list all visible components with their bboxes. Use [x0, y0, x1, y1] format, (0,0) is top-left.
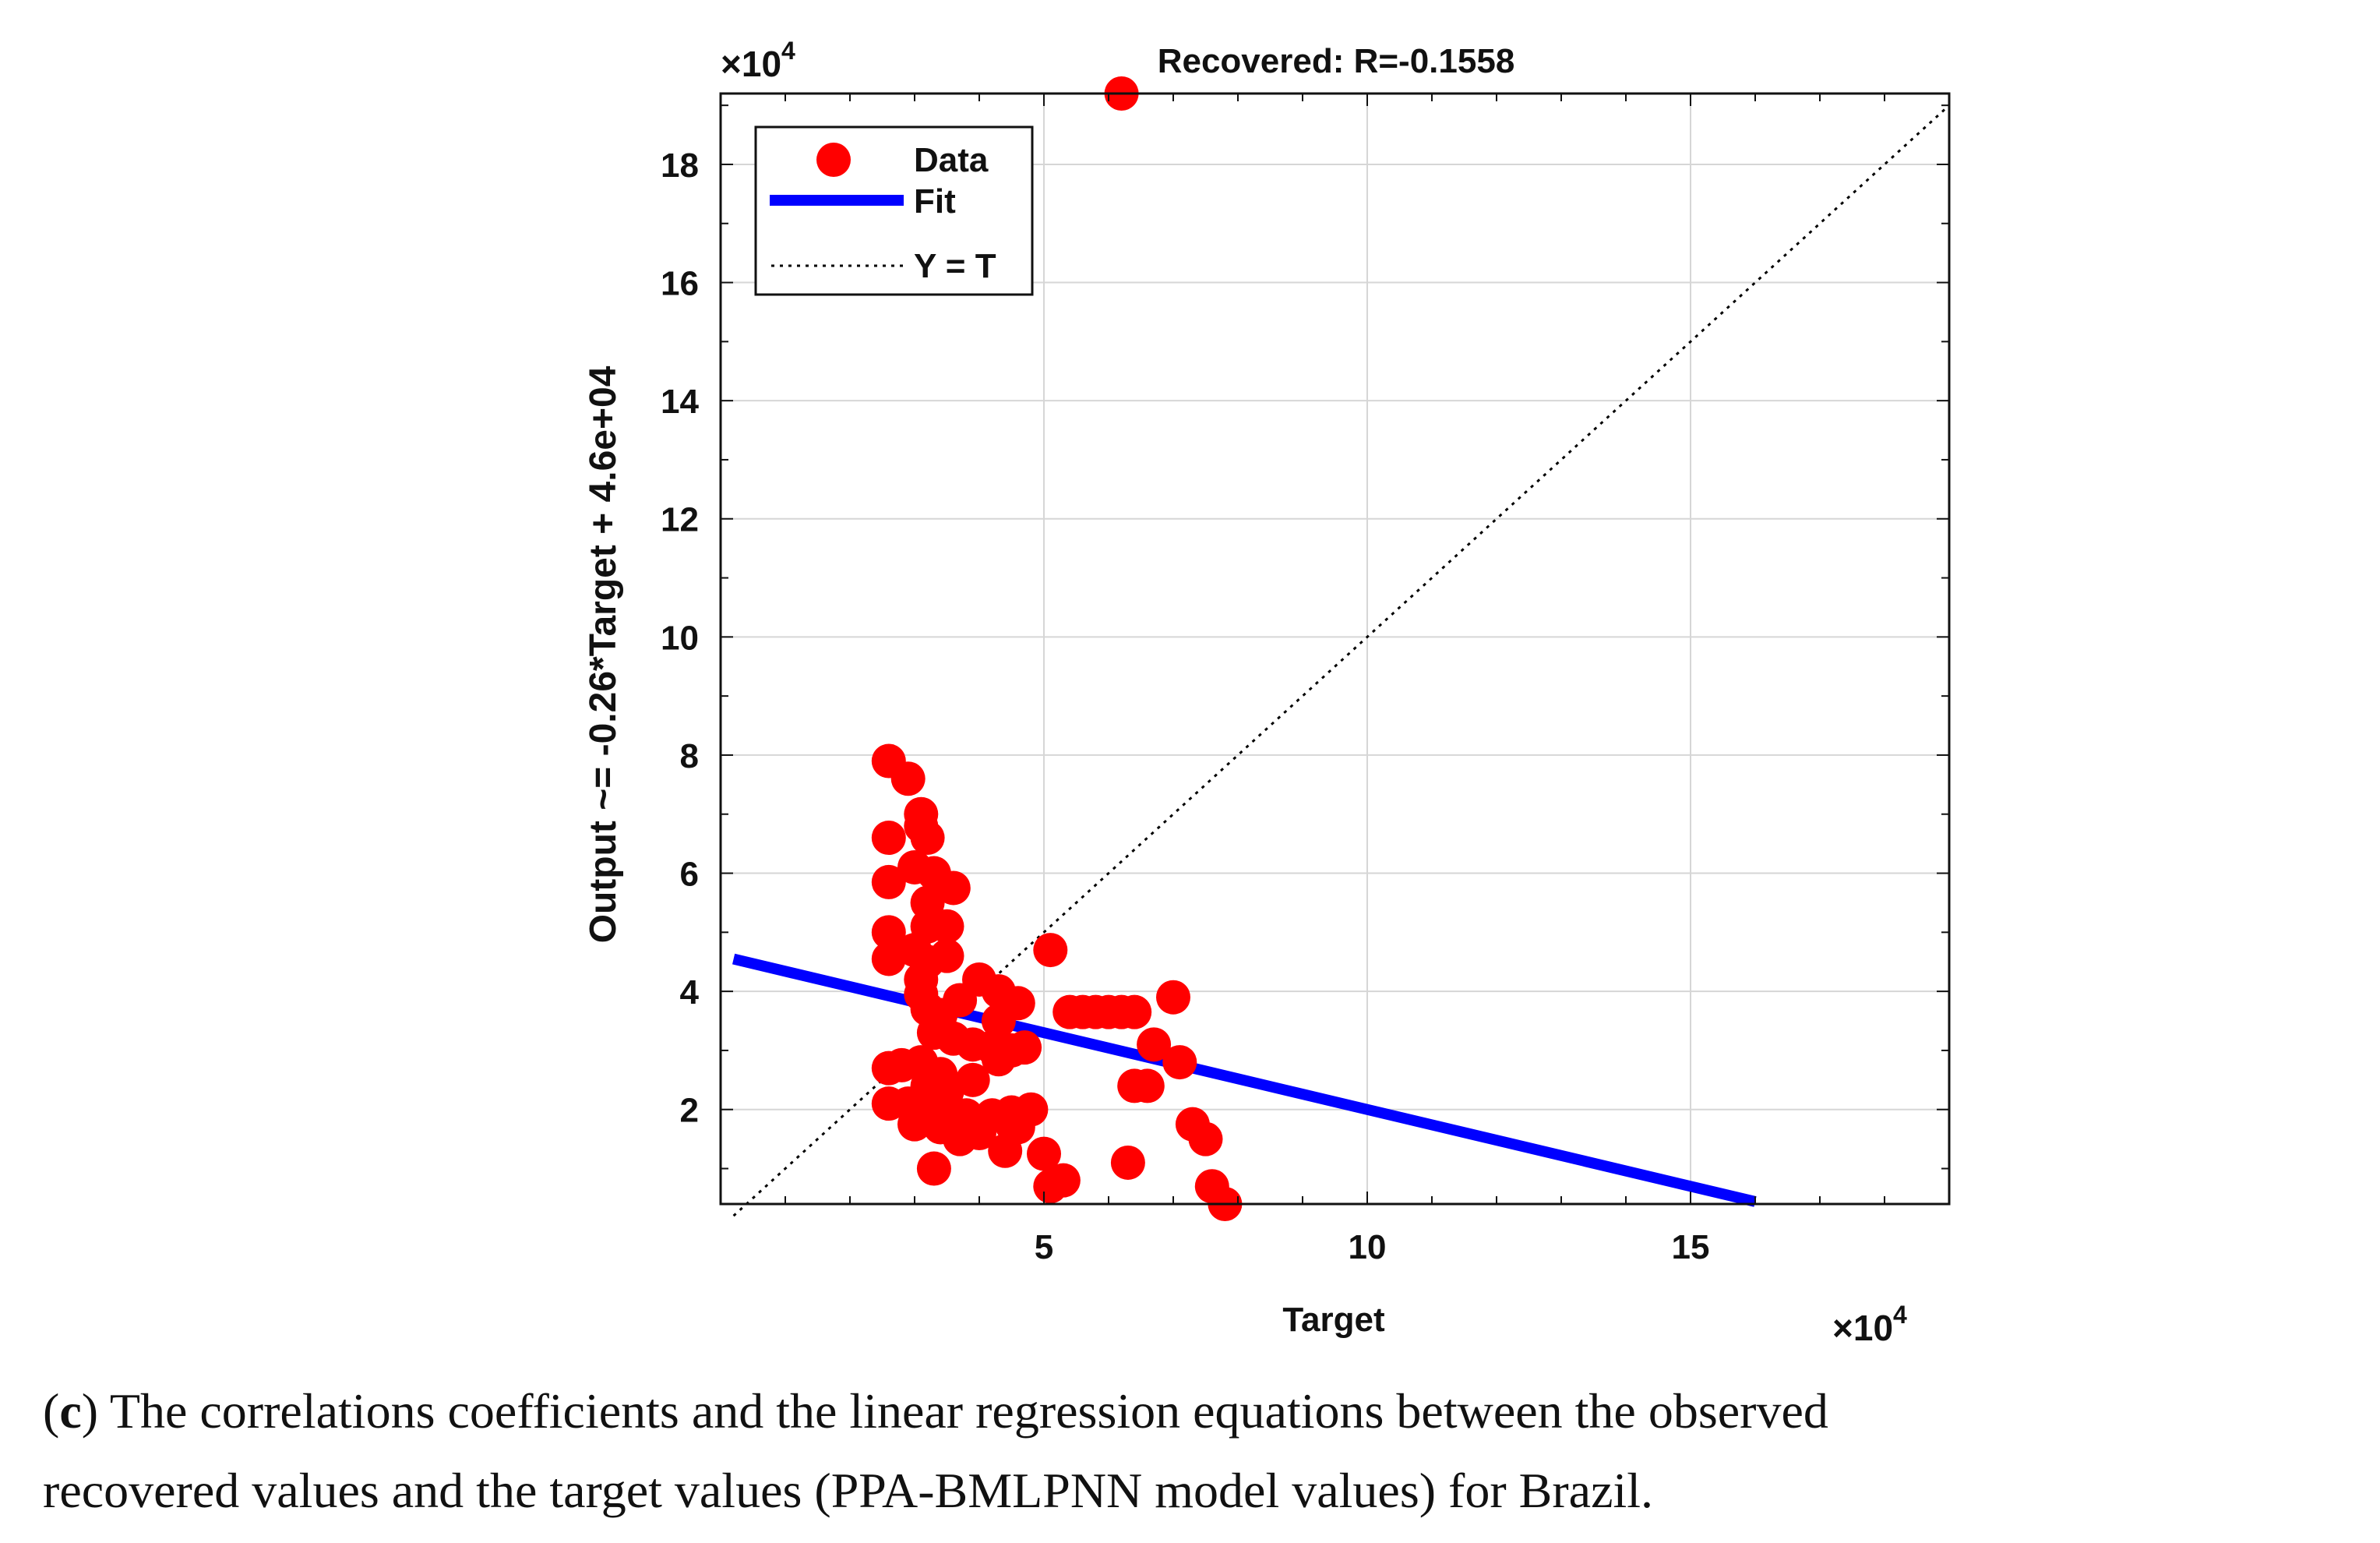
caption-label: c	[59, 1383, 82, 1439]
data-point	[1007, 1030, 1042, 1065]
data-point	[871, 941, 906, 976]
data-point	[1188, 1121, 1223, 1156]
caption-line-2: recovered values and the target values (…	[43, 1463, 1654, 1518]
data-point	[1000, 1110, 1035, 1145]
data-point	[871, 915, 906, 950]
legend-data-marker	[816, 143, 851, 177]
data-point	[910, 885, 945, 920]
data-point	[871, 864, 906, 899]
figure-caption: (c) The correlations coefficients and th…	[43, 1372, 2364, 1531]
y-tick-label: 14	[661, 383, 699, 421]
plot-frame	[719, 92, 1951, 1206]
caption-text-1: The correlations coefficients and the li…	[98, 1383, 1828, 1439]
data-point	[1156, 980, 1190, 1015]
y-multiplier-label: ×104	[721, 37, 795, 84]
y-tick-label: 6	[680, 856, 699, 894]
data-point	[1117, 994, 1152, 1029]
data-point	[916, 1151, 951, 1186]
fit-line	[732, 953, 1757, 1207]
data-point	[981, 1042, 1016, 1077]
data-point	[871, 821, 906, 856]
data-point	[1110, 1145, 1145, 1180]
y-tick-label: 4	[680, 973, 700, 1012]
caption-paren-close: )	[81, 1383, 99, 1439]
x-multiplier-exponent: 4	[1893, 1301, 1907, 1329]
data-point	[1137, 1027, 1172, 1062]
axes: 5 10 15 2 4 6 8 10 12 14 16 18	[661, 92, 1951, 1266]
y-tick-label: 10	[661, 619, 699, 657]
data-point	[1033, 933, 1068, 968]
y-tick-label: 12	[661, 501, 699, 539]
y-axis-label: Output ~= -0.26*Target + 4.6e+04	[583, 365, 624, 943]
x-tick-label: 5	[1035, 1228, 1053, 1266]
x-multiplier-label: ×104	[1832, 1301, 1907, 1348]
data-point	[1130, 1068, 1165, 1103]
chart-title: Recovered: R=-0.1558	[1158, 42, 1515, 80]
data-point	[897, 1107, 932, 1142]
data-point	[936, 870, 971, 906]
x-tick-label: 15	[1672, 1228, 1710, 1266]
data-point	[1162, 1045, 1197, 1080]
y-tick-label: 2	[680, 1092, 699, 1130]
x-axis-label: Target	[1282, 1301, 1385, 1339]
data-point	[1027, 1136, 1061, 1171]
data-point	[910, 821, 945, 856]
data-point	[962, 1116, 996, 1151]
data-point	[929, 909, 964, 944]
legend-label: Y = T	[914, 247, 996, 285]
y-multiplier-exponent: 4	[781, 37, 795, 65]
legend-label: Data	[914, 141, 989, 179]
caption-paren-open: (	[43, 1383, 60, 1439]
data-points	[871, 76, 1243, 1221]
data-point	[955, 1062, 990, 1097]
y-tick-label: 18	[661, 147, 699, 185]
fit-line-layer	[732, 953, 1757, 1207]
y-tick-label: 16	[661, 265, 699, 303]
data-point	[1045, 1163, 1081, 1198]
caption-line-1: (c) The correlations coefficients and th…	[43, 1372, 2364, 1451]
y-tick-label: 8	[680, 737, 699, 775]
y-multiplier-base: ×10	[721, 44, 781, 84]
data-point	[890, 761, 926, 796]
legend-label: Fit	[914, 182, 956, 221]
x-multiplier-base: ×10	[1832, 1308, 1893, 1348]
data-point	[981, 1004, 1016, 1039]
x-tick-label: 10	[1349, 1228, 1387, 1266]
